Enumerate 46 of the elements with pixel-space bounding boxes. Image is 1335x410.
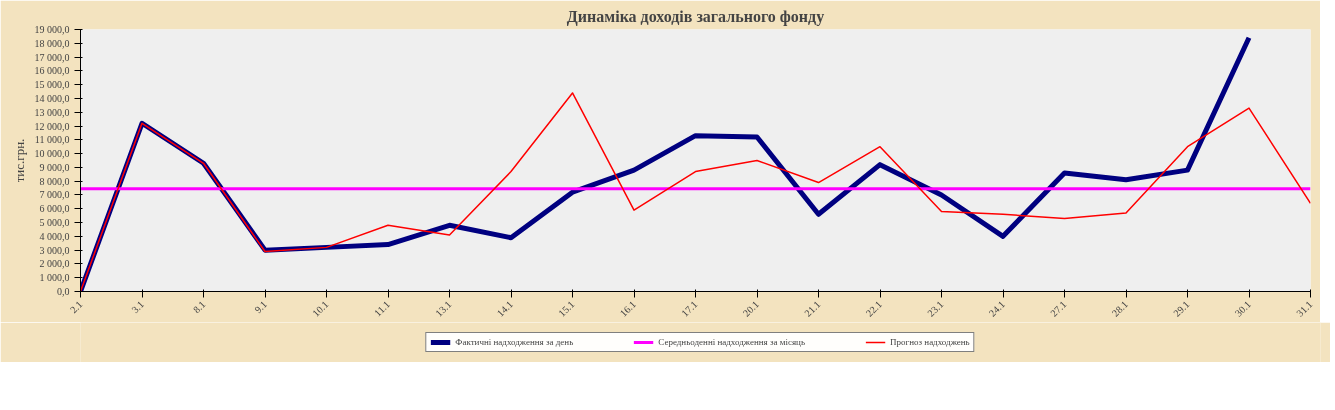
x-tick-label: 15.1 xyxy=(556,298,577,319)
y-tick-label: 11 000,0 xyxy=(34,134,70,146)
x-tick-label: 22.1 xyxy=(863,298,884,319)
y-tick-label: 3 000,0 xyxy=(39,244,70,256)
x-tick-label: 17.1 xyxy=(679,298,700,319)
x-tick-label: 8.1 xyxy=(190,298,208,316)
y-tick-label: 19 000,0 xyxy=(34,24,70,35)
x-tick-label: 29.1 xyxy=(1171,298,1192,319)
x-tick-label: 31.1 xyxy=(1294,298,1315,319)
y-tick-label: 7 000,0 xyxy=(39,189,70,201)
y-tick-label: 15 000,0 xyxy=(34,79,70,91)
y-tick-label: 14 000,0 xyxy=(34,92,70,104)
y-tick-label: 10 000,0 xyxy=(34,148,70,160)
y-tick-label: 8 000,0 xyxy=(39,175,70,187)
x-tick-label: 9.1 xyxy=(252,298,269,316)
x-tick-label: 10.1 xyxy=(310,298,331,319)
x-tick-label: 20.1 xyxy=(740,298,761,319)
y-axis-title: тис.грн. xyxy=(11,138,27,183)
y-tick-label: 0,0 xyxy=(57,286,70,297)
x-tick-label: 23.1 xyxy=(925,298,946,319)
y-tick-label: 2 000,0 xyxy=(39,258,70,270)
x-tick-label: 2.1 xyxy=(67,298,85,316)
x-tick-label: 30.1 xyxy=(1232,298,1253,319)
y-tick-label: 18 000,0 xyxy=(34,37,70,49)
legend-label: Прогноз надходжень xyxy=(890,337,970,347)
y-tick-label: 9 000,0 xyxy=(39,161,70,173)
x-tick-label: 3.1 xyxy=(129,298,146,316)
x-tick-label: 24.1 xyxy=(986,298,1007,319)
y-tick-label: 5 000,0 xyxy=(39,217,70,229)
y-tick-label: 12 000,0 xyxy=(34,120,70,132)
y-tick-label: 1 000,0 xyxy=(39,272,70,284)
y-tick-label: 6 000,0 xyxy=(39,203,70,215)
x-tick-label: 14.1 xyxy=(494,298,515,319)
y-tick-label: 17 000,0 xyxy=(34,51,70,63)
x-tick-label: 28.1 xyxy=(1109,298,1130,319)
chart-title: Динаміка доходів загального фонду xyxy=(566,7,825,26)
y-tick-label: 4 000,0 xyxy=(39,230,70,242)
x-tick-label: 27.1 xyxy=(1048,298,1069,319)
x-tick-label: 11.1 xyxy=(372,298,392,319)
y-tick-label: 16 000,0 xyxy=(34,65,70,77)
y-tick-label: 13 000,0 xyxy=(34,106,70,118)
x-tick-label: 13.1 xyxy=(433,298,454,319)
x-tick-label: 21.1 xyxy=(802,298,823,319)
legend-label: Фактичні надходження за день xyxy=(455,337,574,347)
legend-label: Середньоденні надходження за місяць xyxy=(658,337,805,347)
x-tick-label: 16.1 xyxy=(617,298,638,319)
